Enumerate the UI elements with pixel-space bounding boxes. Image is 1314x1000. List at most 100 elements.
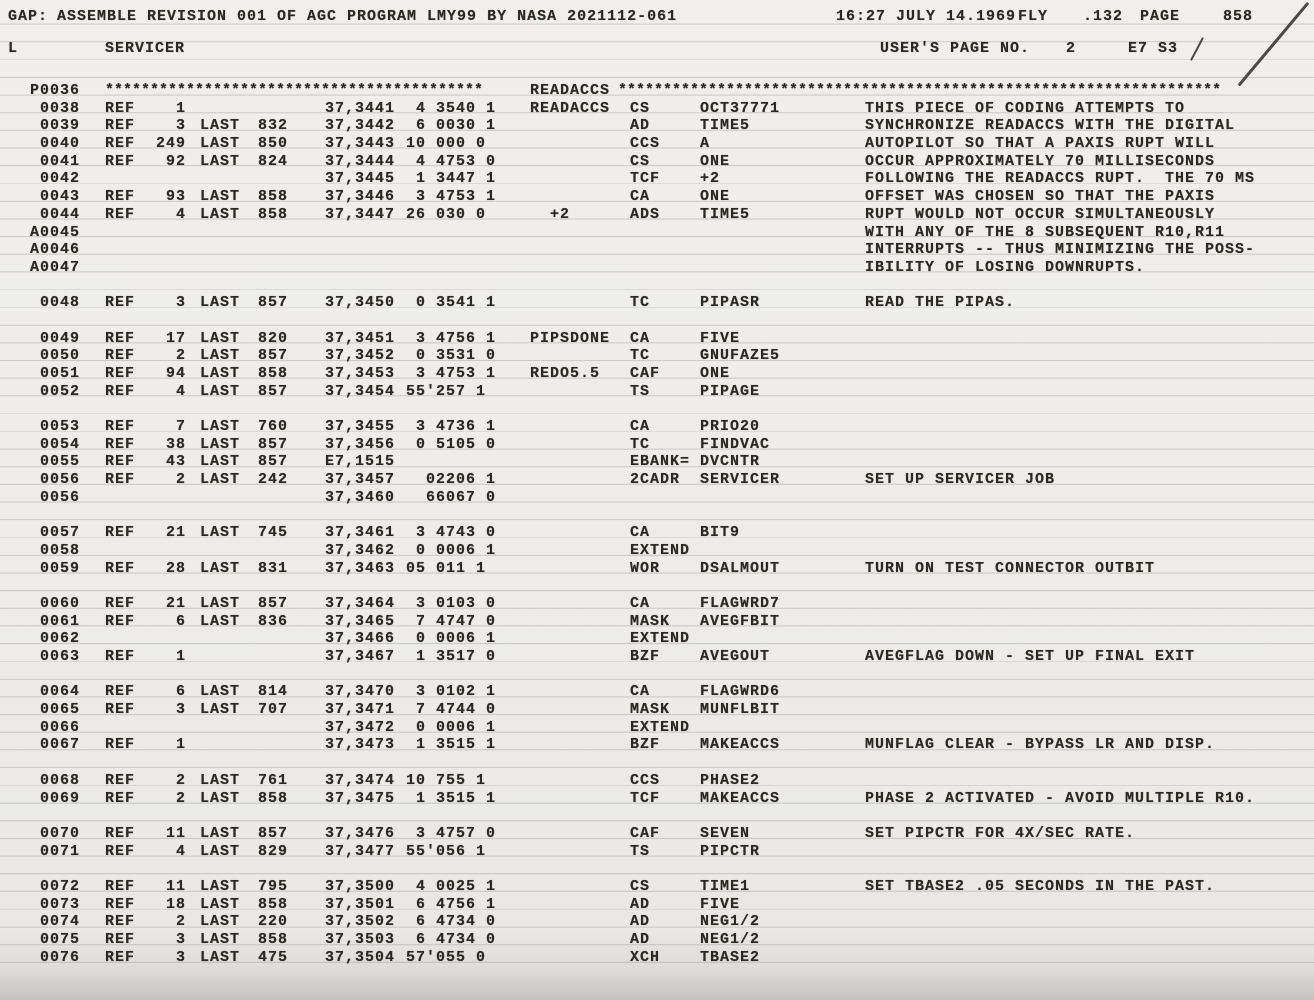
ref-count: 1 (175, 648, 186, 665)
users-page-label: USER'S PAGE NO. (880, 40, 1031, 57)
last-page-number: 475 (257, 948, 288, 966)
opcode: CA (630, 188, 651, 206)
listing-row: 0064 REF 6 LAST 814 37,3470 3 0102 1 CA FLAGWRD… (0, 683, 1314, 701)
memory-address: 37,3463 (325, 559, 396, 577)
octal-word: 1 3515 1 (406, 789, 497, 807)
last-page-number: 242 (257, 471, 288, 489)
comment: WITH ANY OF THE 8 SUBSEQUENT R10,R11 (865, 223, 1226, 241)
line-number: 0052 (39, 382, 80, 400)
listing-row: 0042 37,3445 1 3447 1 TCF +2 FOLLOWING THE R… (0, 170, 1314, 188)
last-label: LAST (200, 877, 241, 895)
line-number: 0067 (39, 736, 80, 754)
ref-label: REF (105, 365, 136, 382)
last-label: LAST (200, 188, 241, 206)
ref-label: REF (105, 329, 136, 347)
last-page-number: 832 (257, 117, 288, 135)
listing-row: 0055 REF 43 LAST 857 E7,1515 EBANK= DVCNTR (0, 453, 1314, 471)
line-number: 0056 (39, 488, 80, 506)
ref-count: 3 (175, 948, 186, 966)
listing-row: 0059 REF 28 LAST 831 37,3463 05 011 1 WOR DSALMO… (0, 560, 1314, 578)
octal-word: 1 3515 1 (406, 736, 497, 754)
ref-count: 249 (155, 135, 186, 153)
last-label: LAST (200, 365, 241, 382)
octal-word: 3 4756 1 (406, 329, 497, 347)
memory-address: 37,3465 (325, 612, 396, 630)
memory-address: 37,3450 (325, 294, 396, 312)
line-number: 0074 (39, 913, 80, 931)
opcode: EXTEND (630, 630, 691, 648)
line-number: 0056 (39, 471, 80, 489)
operand: MAKEACCS (700, 736, 781, 754)
ref-count: 92 (165, 152, 186, 170)
opcode: CA (630, 418, 651, 436)
ref-label: REF (105, 736, 136, 754)
line-number: 0051 (39, 365, 80, 382)
ref-count: 21 (165, 594, 186, 612)
comment: AVEGFLAG DOWN - SET UP FINAL EXIT (865, 648, 1196, 665)
line-number: A0046 (30, 241, 81, 259)
comment: FOLLOWING THE READACCS RUPT. THE 70 MS (865, 170, 1256, 188)
listing-row: 0040 REF 249 LAST 850 37,3443 10 000 0 CCS A AUTO… (0, 135, 1314, 153)
memory-address: 37,3476 (325, 824, 396, 842)
listing-row: A0046 INTERRUPTS -- THUS MINIMIZING THE P… (0, 241, 1314, 259)
ref-count: 2 (175, 913, 186, 931)
line-number: 0066 (39, 718, 80, 736)
listing-row: 0054 REF 38 LAST 857 37,3456 0 5105 0 TC FINDVA… (0, 436, 1314, 454)
line-number: 0064 (39, 683, 80, 701)
last-label: LAST (200, 453, 241, 471)
listing-row: 0039 REF 3 LAST 832 37,3442 6 0030 1 AD TIME5 SY… (0, 117, 1314, 135)
operand: AVEGOUT (700, 648, 771, 665)
last-label: LAST (200, 347, 241, 365)
listing-row: 0076 REF 3 LAST 475 37,3504 57'055 0 XCH TBASE2 (0, 949, 1314, 967)
listing-row: 0044 REF 4 LAST 858 37,3447 26 030 0 +2 ADS TIME… (0, 206, 1314, 224)
listing-row: 0056 37,3460 66067 0 (0, 489, 1314, 507)
ref-label: REF (105, 789, 136, 807)
ref-label: REF (105, 842, 136, 860)
listing-row: A0047 IBILITY OF LOSING DOWNRUPTS. (0, 259, 1314, 277)
last-label: LAST (200, 205, 241, 223)
opcode: ADS (630, 205, 661, 223)
line-number: 0039 (39, 117, 80, 135)
opcode: CA (630, 683, 651, 701)
octal-word: 57'055 0 (406, 948, 487, 966)
memory-address: 37,3464 (325, 594, 396, 612)
memory-address: 37,3457 (325, 471, 396, 489)
listing-row: 0065 REF 3 LAST 707 37,3471 7 4744 0 MASK MUNFL… (0, 701, 1314, 719)
last-page-number: 858 (257, 205, 288, 223)
memory-address: 37,3473 (325, 736, 396, 754)
opcode: CCS (630, 135, 661, 153)
operand: TIME1 (700, 877, 751, 895)
memory-address: 37,3474 (325, 771, 396, 789)
operand: FINDVAC (700, 435, 771, 453)
pen-mark (1190, 37, 1204, 61)
listing-row: 0056 REF 2 LAST 242 37,3457 02206 1 2CADR SERVI… (0, 471, 1314, 489)
octal-word: 0 0006 1 (406, 718, 497, 736)
assembly-timestamp: 16:27 JULY 14.1969 (836, 8, 1017, 25)
memory-address: 37,3444 (325, 152, 396, 170)
ref-label: REF (105, 594, 136, 612)
ref-label: REF (105, 524, 136, 542)
ref-count: 11 (165, 877, 186, 895)
octal-word: 3 0102 1 (406, 683, 497, 701)
opcode: AD (630, 931, 651, 948)
listing-row: A0045 WITH ANY OF THE 8 SUBSEQUENT R10,R1… (0, 224, 1314, 242)
last-page-number: 761 (257, 771, 288, 789)
ref-label: REF (105, 559, 136, 577)
log-section-letter: L (8, 40, 19, 57)
line-number: 0038 (39, 99, 80, 117)
ref-label: REF (105, 471, 136, 489)
octal-word: 05 011 1 (406, 559, 487, 577)
last-page-number: 857 (257, 382, 288, 400)
octal-word: 0 0006 1 (406, 630, 497, 648)
octal-word: 1 3447 1 (406, 170, 497, 188)
last-page-number: 858 (257, 931, 288, 948)
blank-row (0, 400, 1314, 418)
ref-count: 21 (165, 524, 186, 542)
octal-word: 66067 0 (406, 488, 497, 506)
listing-row: 0071 REF 4 LAST 829 37,3477 55'056 1 TS PIPCTR (0, 843, 1314, 861)
memory-address: 37,3472 (325, 718, 396, 736)
blank-row (0, 277, 1314, 295)
ref-label: REF (105, 771, 136, 789)
line-number: 0042 (39, 170, 80, 188)
octal-word: 6 4734 0 (406, 931, 497, 948)
